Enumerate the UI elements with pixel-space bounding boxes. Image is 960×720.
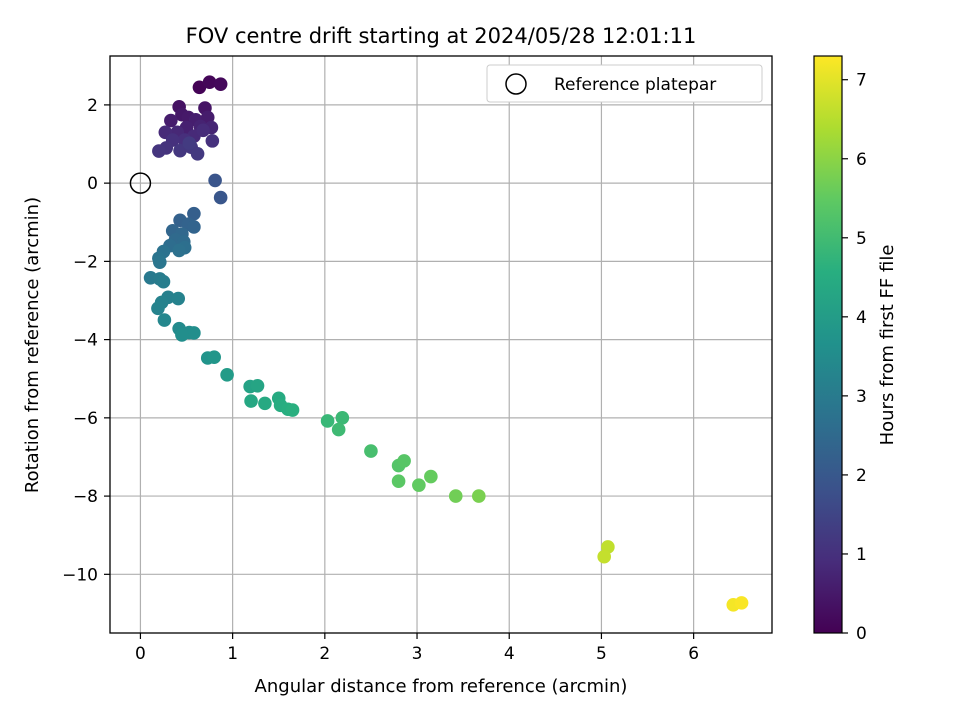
colorbar-tick-label: 1 [856,545,867,565]
data-point [244,394,258,408]
data-point [597,549,611,564]
y-axis-title: Rotation from reference (arcmin) [22,197,43,493]
y-tick-label: −4 [73,331,98,351]
data-point [196,123,210,138]
data-point [202,75,217,90]
x-tick-label: 5 [596,644,607,664]
data-point [364,444,378,458]
y-tick-label: 0 [87,174,98,194]
data-point [187,220,201,234]
data-points [143,75,749,612]
data-point [213,190,228,205]
data-point [734,596,749,610]
data-point [171,291,186,306]
data-point [220,368,234,382]
data-point [391,474,406,489]
colorbar-tick-label: 4 [856,308,867,328]
data-point [331,422,346,437]
legend-entry-reference-platepar: Reference platepar [554,75,716,95]
data-point [190,146,205,161]
data-point [151,301,165,316]
colorbar-title: Hours from first FF file [877,245,898,446]
data-point [208,173,222,188]
colorbar-tick-label: 5 [856,229,867,249]
colorbar: 0 1 2 3 4 5 6 7 Hours from first FF file [813,55,898,644]
data-point [397,454,411,468]
data-point [187,326,201,340]
data-point [207,350,221,365]
data-point [472,489,486,503]
data-point [164,113,178,128]
y-tick-label: 2 [87,96,98,116]
x-axis-ticks: 0 1 2 3 4 5 6 [135,633,699,664]
reference-marker-layer [129,172,152,194]
data-point [250,378,265,393]
colorbar-tick-label: 6 [856,150,867,170]
colorbar-gradient [813,55,843,634]
y-tick-label: −2 [73,252,98,272]
data-point [320,414,335,428]
y-tick-label: −6 [73,409,98,429]
data-point [448,489,463,503]
data-point [285,403,300,417]
data-point [205,134,220,148]
data-point [213,77,228,91]
colorbar-tick-label: 7 [856,71,867,91]
data-point [335,411,350,425]
data-point [182,136,197,151]
grid [110,56,772,633]
x-tick-label: 0 [135,644,146,664]
y-tick-label: −10 [62,565,98,585]
legend-box [486,64,763,103]
x-tick-label: 3 [412,644,423,664]
y-axis-ticks: 2 0 −2 −4 −6 −8 −10 [62,96,110,585]
data-point [152,255,167,269]
x-tick-label: 1 [227,644,238,664]
reference-platepar-marker [129,172,152,194]
data-point [157,313,172,327]
data-point [187,206,201,221]
colorbar-tick-label: 0 [856,624,867,644]
data-point [412,478,426,492]
data-point [424,469,438,484]
chart-title: FOV centre drift starting at 2024/05/28 … [186,24,697,48]
colorbar-ticks: 0 1 2 3 4 5 6 7 [842,71,867,644]
y-tick-label: −8 [73,487,98,507]
data-point [258,396,272,411]
colorbar-tick-label: 2 [856,466,867,486]
x-tick-label: 2 [319,644,330,664]
data-point [172,243,186,258]
legend: Reference platepar [486,64,763,103]
x-tick-label: 4 [504,644,515,664]
x-axis-title: Angular distance from reference (arcmin) [255,676,628,697]
plot-frame [109,55,773,634]
data-point [152,144,166,158]
data-point [173,143,187,158]
colorbar-tick-label: 3 [856,387,867,407]
legend-reference-marker [505,73,527,95]
x-tick-label: 6 [688,644,699,664]
data-point [192,80,207,95]
data-point [156,274,171,289]
data-point [175,328,189,342]
